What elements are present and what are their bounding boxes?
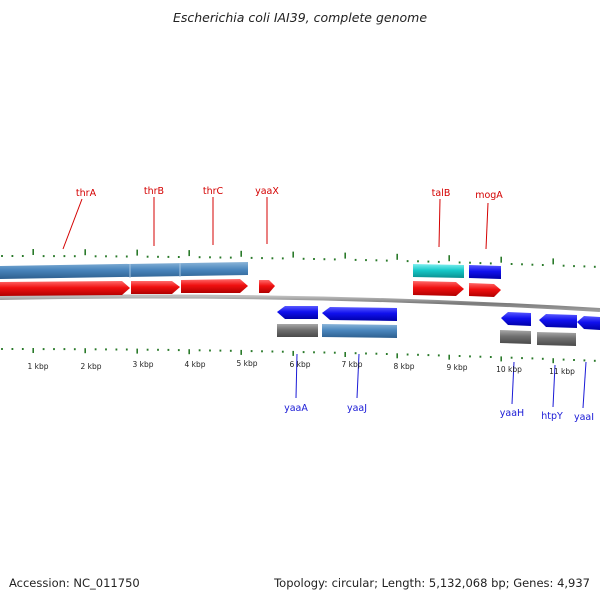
gene-arrow-yaaX[interactable] [259,280,275,293]
gene-label-thrC[interactable]: thrC [203,186,224,197]
kbp-label: 9 kbp [446,363,467,372]
feature-block-yaaA [277,324,318,337]
feature-block-talB [413,264,464,278]
gene-arrow-thrB[interactable] [131,281,180,294]
kbp-label: 7 kbp [341,360,362,369]
gene-arrow-thrC[interactable] [181,279,248,293]
gene-label-yaaI[interactable]: yaaI [574,412,594,423]
gene-arrow-mogA[interactable] [469,283,501,297]
accession-text: Accession: NC_011750 [9,576,140,590]
gene-label-yaaA[interactable]: yaaA [284,403,308,414]
kbp-scale-labels: 1 kbp 2 kbp 3 kbp 4 kbp 5 kbp 6 kbp 7 kb… [27,359,575,376]
feature-block-yaaH [500,330,531,344]
kbp-label: 4 kbp [184,360,205,369]
upper-tick-ruler [1,249,596,268]
gene-arrow-yaaJ[interactable] [322,307,397,321]
feature-block-mogA [469,265,501,279]
feature-block-htpY [537,332,576,346]
feature-block-yaaJ [322,324,397,338]
kbp-label: 6 kbp [289,360,310,369]
gene-label-mogA[interactable]: mogA [475,190,503,201]
forward-gene-labels: thrA thrB thrC yaaX talB mogA [62,186,503,250]
operon-block-blue [0,262,248,279]
kbp-label: 1 kbp [27,362,48,371]
kbp-label: 3 kbp [132,360,153,369]
gene-arrow-thrA[interactable] [0,281,130,296]
gene-label-talB[interactable]: talB [432,188,451,199]
gene-arrow-yaaI[interactable] [577,316,600,330]
genome-summary-text: Topology: circular; Length: 5,132,068 bp… [274,576,590,590]
reverse-gene-labels: yaaA yaaJ yaaH htpY yaaI [284,353,594,423]
kbp-label: 2 kbp [80,362,101,371]
lower-tick-ruler [1,348,596,364]
genome-title: Escherichia coli IAI39, complete genome [172,10,428,25]
gene-label-thrB[interactable]: thrB [144,186,164,197]
kbp-label: 5 kbp [236,359,257,368]
kbp-label: 11 kbp [549,367,575,376]
gene-arrow-talB[interactable] [413,281,464,296]
gene-arrow-htpY[interactable] [539,314,577,328]
gene-label-yaaX[interactable]: yaaX [255,186,279,197]
forward-strand-features [0,262,501,297]
gene-label-yaaH[interactable]: yaaH [500,408,524,419]
gene-label-htpY[interactable]: htpY [541,411,563,422]
gene-arrow-yaaA[interactable] [277,306,318,319]
kbp-label: 8 kbp [393,362,414,371]
reverse-strand-features [277,306,600,346]
gene-label-thrA[interactable]: thrA [76,188,97,199]
genome-backbone [0,294,600,312]
gene-label-yaaJ[interactable]: yaaJ [347,403,367,414]
kbp-label: 10 kbp [496,365,522,374]
gene-arrow-yaaH[interactable] [501,312,531,326]
